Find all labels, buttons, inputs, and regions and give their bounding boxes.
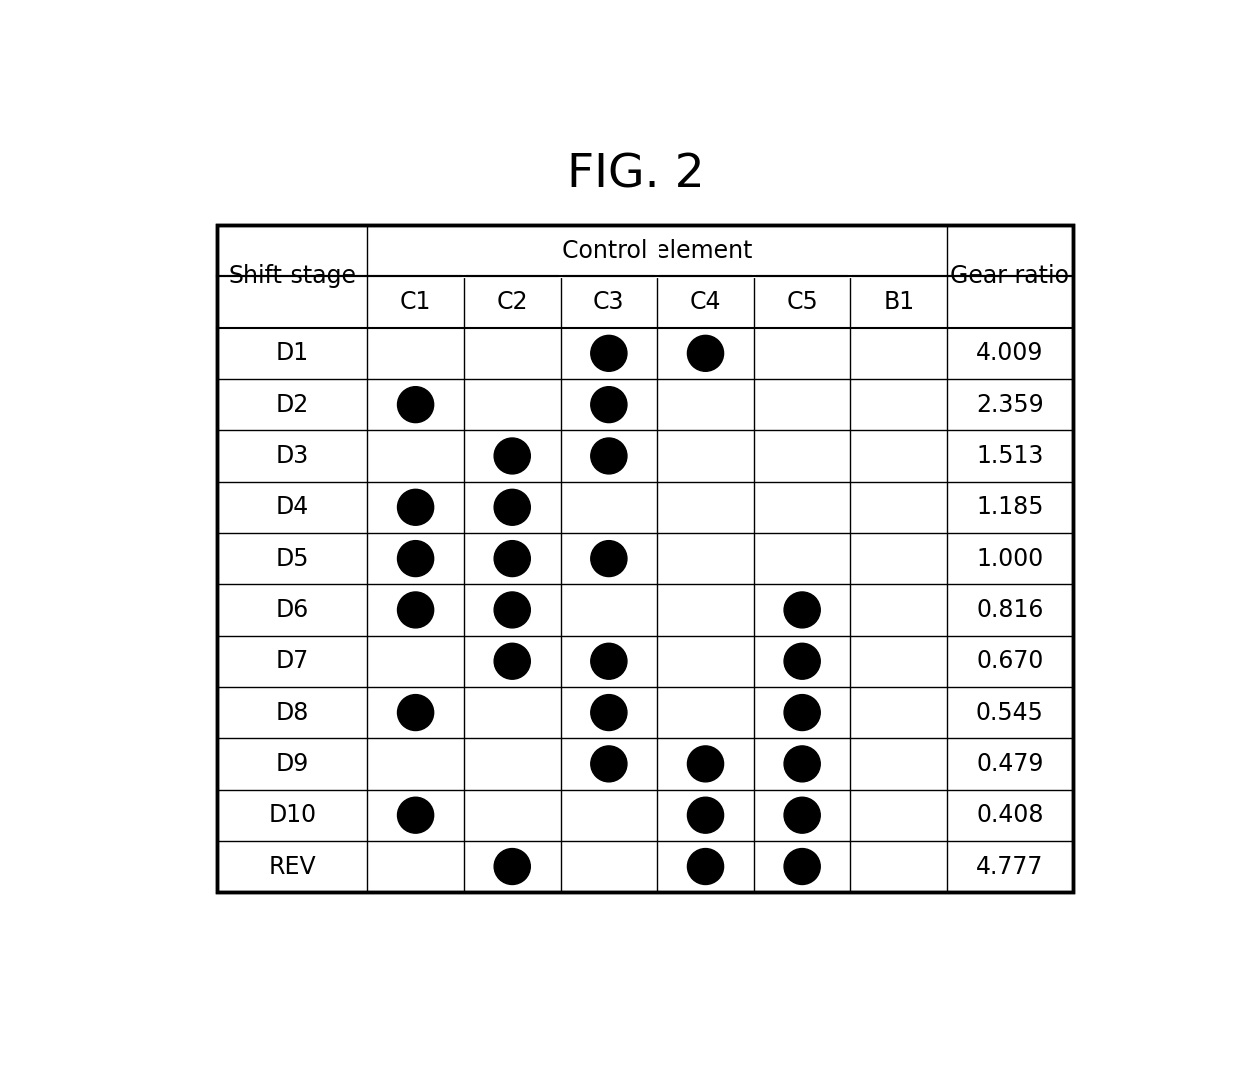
Text: C1: C1 (399, 290, 432, 314)
Text: Control element: Control element (562, 238, 753, 262)
Text: C3: C3 (593, 290, 625, 314)
Ellipse shape (687, 746, 724, 782)
Text: D1: D1 (275, 341, 309, 366)
Text: 0.408: 0.408 (976, 803, 1044, 828)
Text: 0.545: 0.545 (976, 700, 1044, 725)
Text: D6: D6 (275, 598, 309, 622)
Ellipse shape (590, 386, 627, 423)
Ellipse shape (687, 797, 724, 833)
Text: 0.479: 0.479 (976, 752, 1044, 776)
Ellipse shape (590, 643, 627, 679)
Text: C2: C2 (496, 290, 528, 314)
Ellipse shape (398, 541, 434, 576)
Text: 0.670: 0.670 (976, 650, 1044, 673)
Ellipse shape (495, 438, 531, 474)
Ellipse shape (590, 746, 627, 782)
Text: 2.359: 2.359 (976, 393, 1044, 416)
Ellipse shape (784, 797, 820, 833)
Text: D10: D10 (268, 803, 316, 828)
Ellipse shape (398, 797, 434, 833)
Text: 4.777: 4.777 (976, 855, 1044, 878)
Ellipse shape (784, 592, 820, 628)
Text: REV: REV (269, 855, 316, 878)
Text: FIG. 2: FIG. 2 (567, 152, 704, 197)
Ellipse shape (398, 592, 434, 628)
Ellipse shape (687, 848, 724, 885)
Text: D5: D5 (275, 547, 309, 571)
Ellipse shape (495, 592, 531, 628)
Text: 1.000: 1.000 (976, 547, 1044, 571)
Text: 1.185: 1.185 (976, 495, 1044, 519)
Text: D7: D7 (275, 650, 309, 673)
Ellipse shape (590, 695, 627, 730)
Text: D4: D4 (275, 495, 309, 519)
Text: C4: C4 (689, 290, 722, 314)
Ellipse shape (784, 695, 820, 730)
Ellipse shape (495, 489, 531, 525)
Ellipse shape (495, 848, 531, 885)
Text: D3: D3 (275, 443, 309, 468)
Text: D9: D9 (275, 752, 309, 776)
Text: 4.009: 4.009 (976, 341, 1044, 366)
Ellipse shape (687, 336, 724, 371)
Ellipse shape (784, 746, 820, 782)
Text: 1.513: 1.513 (976, 443, 1044, 468)
Ellipse shape (590, 438, 627, 474)
Ellipse shape (398, 695, 434, 730)
Text: Shift-stage: Shift-stage (228, 264, 356, 288)
Text: B1: B1 (883, 290, 914, 314)
Ellipse shape (590, 336, 627, 371)
Ellipse shape (398, 489, 434, 525)
Text: C5: C5 (786, 290, 818, 314)
Ellipse shape (398, 386, 434, 423)
Ellipse shape (590, 541, 627, 576)
Ellipse shape (495, 643, 531, 679)
Text: 0.816: 0.816 (976, 598, 1044, 622)
Text: D8: D8 (275, 700, 309, 725)
Ellipse shape (784, 848, 820, 885)
Text: D2: D2 (275, 393, 309, 416)
Ellipse shape (784, 643, 820, 679)
Ellipse shape (495, 541, 531, 576)
Text: Gear ratio: Gear ratio (950, 264, 1069, 288)
